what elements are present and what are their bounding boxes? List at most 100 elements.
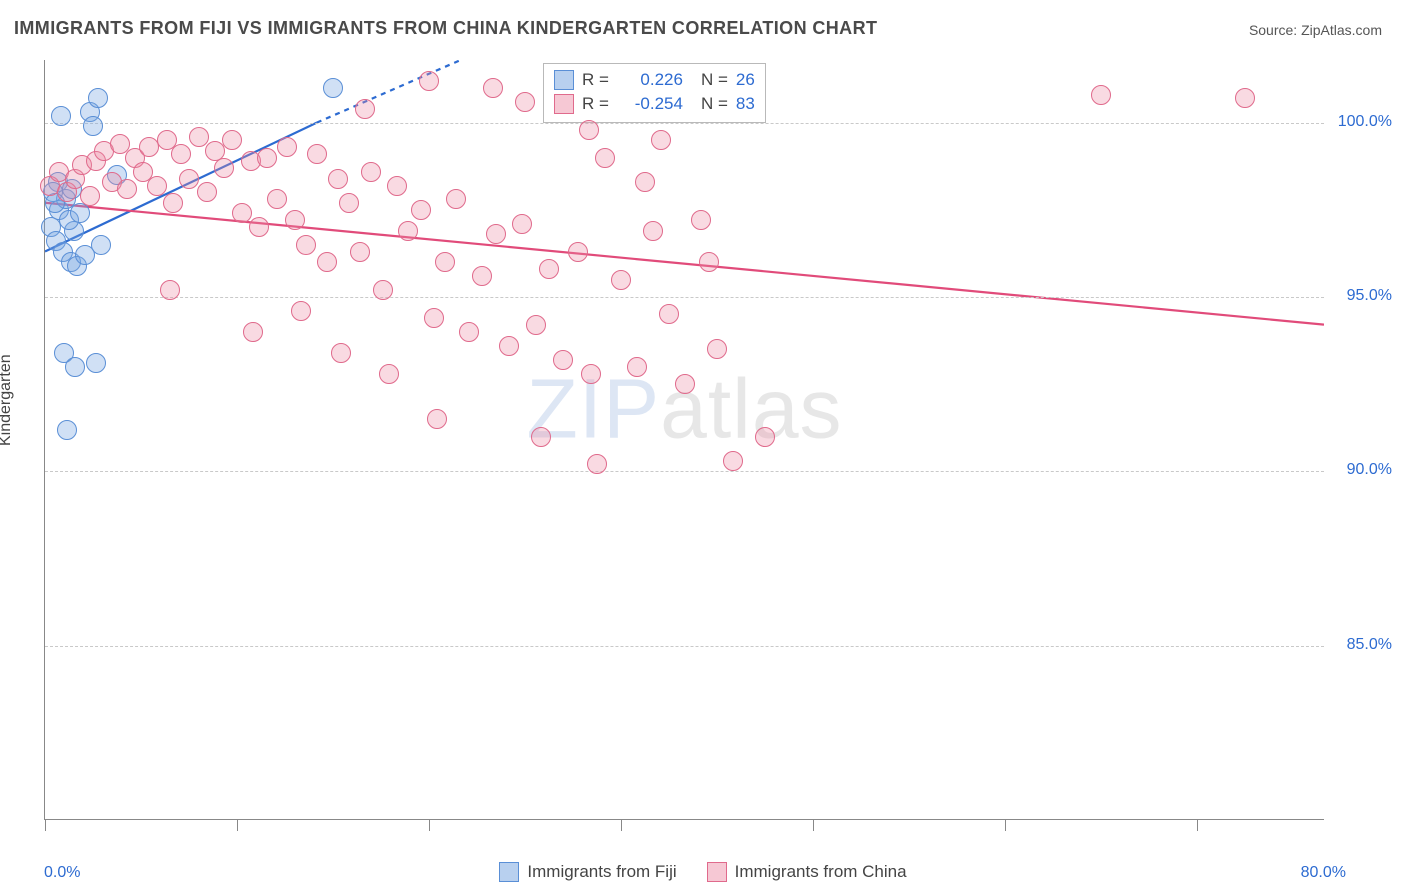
x-tick xyxy=(1005,819,1006,831)
legend-label-china: Immigrants from China xyxy=(735,862,907,882)
gridline xyxy=(45,471,1324,472)
data-point-china xyxy=(243,322,263,342)
data-point-china xyxy=(232,203,252,223)
data-point-china xyxy=(291,301,311,321)
data-point-china xyxy=(214,158,234,178)
data-point-china xyxy=(197,182,217,202)
x-tick xyxy=(621,819,622,831)
data-point-china xyxy=(1235,88,1255,108)
data-point-china xyxy=(659,304,679,324)
data-point-china xyxy=(446,189,466,209)
legend-item-fiji: Immigrants from Fiji xyxy=(499,862,676,882)
data-point-china xyxy=(1091,85,1111,105)
x-tick xyxy=(813,819,814,831)
gridline xyxy=(45,646,1324,647)
data-point-china xyxy=(483,78,503,98)
data-point-fiji xyxy=(86,353,106,373)
data-point-fiji xyxy=(83,116,103,136)
stat-row-china: R = -0.254 N = 83 xyxy=(554,92,755,116)
data-point-china xyxy=(568,242,588,262)
y-tick-label: 95.0% xyxy=(1347,287,1392,305)
data-point-china xyxy=(361,162,381,182)
data-point-china xyxy=(515,92,535,112)
x-tick xyxy=(45,819,46,831)
data-point-china xyxy=(651,130,671,150)
data-point-china xyxy=(499,336,519,356)
trend-lines xyxy=(45,60,1324,819)
data-point-china xyxy=(277,137,297,157)
data-point-china xyxy=(379,364,399,384)
data-point-fiji xyxy=(57,420,77,440)
data-point-china xyxy=(512,214,532,234)
data-point-china xyxy=(163,193,183,213)
correlation-stat-box: R =0.226N =26R =-0.254N =83 xyxy=(543,63,766,123)
data-point-china xyxy=(160,280,180,300)
data-point-china xyxy=(579,120,599,140)
data-point-china xyxy=(635,172,655,192)
data-point-china xyxy=(611,270,631,290)
data-point-china xyxy=(296,235,316,255)
data-point-china xyxy=(350,242,370,262)
data-point-china xyxy=(80,186,100,206)
source-label: Source: ZipAtlas.com xyxy=(1249,22,1382,38)
gridline xyxy=(45,297,1324,298)
stat-r-label: R = xyxy=(582,68,609,92)
data-point-fiji xyxy=(70,203,90,223)
data-point-china xyxy=(595,148,615,168)
data-point-china xyxy=(285,210,305,230)
y-tick-label: 100.0% xyxy=(1338,113,1392,131)
data-point-china xyxy=(171,144,191,164)
data-point-china xyxy=(755,427,775,447)
data-point-china xyxy=(587,454,607,474)
data-point-china xyxy=(267,189,287,209)
data-point-fiji xyxy=(51,106,71,126)
legend-label-fiji: Immigrants from Fiji xyxy=(527,862,676,882)
data-point-fiji xyxy=(91,235,111,255)
data-point-china xyxy=(486,224,506,244)
plot-area: ZIPatlas R =0.226N =26R =-0.254N =83 85.… xyxy=(44,60,1324,820)
y-tick-label: 85.0% xyxy=(1347,636,1392,654)
data-point-china xyxy=(339,193,359,213)
data-point-china xyxy=(723,451,743,471)
y-tick-label: 90.0% xyxy=(1347,461,1392,479)
chart-container: IMMIGRANTS FROM FIJI VS IMMIGRANTS FROM … xyxy=(0,0,1406,892)
x-tick xyxy=(429,819,430,831)
data-point-china xyxy=(317,252,337,272)
data-point-china xyxy=(307,144,327,164)
chart-title: IMMIGRANTS FROM FIJI VS IMMIGRANTS FROM … xyxy=(14,18,877,39)
legend-swatch-fiji xyxy=(499,862,519,882)
data-point-china xyxy=(424,308,444,328)
stat-row-fiji: R =0.226N =26 xyxy=(554,68,755,92)
gridline xyxy=(45,123,1324,124)
stat-r-label: R = xyxy=(582,92,609,116)
data-point-china xyxy=(435,252,455,272)
data-point-fiji xyxy=(323,78,343,98)
data-point-china xyxy=(643,221,663,241)
data-point-china xyxy=(707,339,727,359)
data-point-china xyxy=(373,280,393,300)
stat-n-label: N = xyxy=(701,92,728,116)
data-point-china xyxy=(472,266,492,286)
data-point-china xyxy=(691,210,711,230)
legend-swatch-china xyxy=(554,94,574,114)
stat-r-value: -0.254 xyxy=(617,92,683,116)
data-point-china xyxy=(328,169,348,189)
data-point-china xyxy=(387,176,407,196)
data-point-china xyxy=(419,71,439,91)
data-point-china xyxy=(411,200,431,220)
data-point-china xyxy=(147,176,167,196)
data-point-china xyxy=(627,357,647,377)
data-point-china xyxy=(675,374,695,394)
data-point-china xyxy=(249,217,269,237)
y-axis-label: Kindergarten xyxy=(0,354,15,446)
legend-swatch-fiji xyxy=(554,70,574,90)
data-point-china xyxy=(257,148,277,168)
data-point-china xyxy=(459,322,479,342)
legend-swatch-china xyxy=(707,862,727,882)
stat-r-value: 0.226 xyxy=(617,68,683,92)
stat-n-value: 83 xyxy=(736,92,755,116)
data-point-china xyxy=(531,427,551,447)
bottom-legend: Immigrants from Fiji Immigrants from Chin… xyxy=(0,862,1406,882)
stat-n-label: N = xyxy=(701,68,728,92)
data-point-fiji xyxy=(88,88,108,108)
